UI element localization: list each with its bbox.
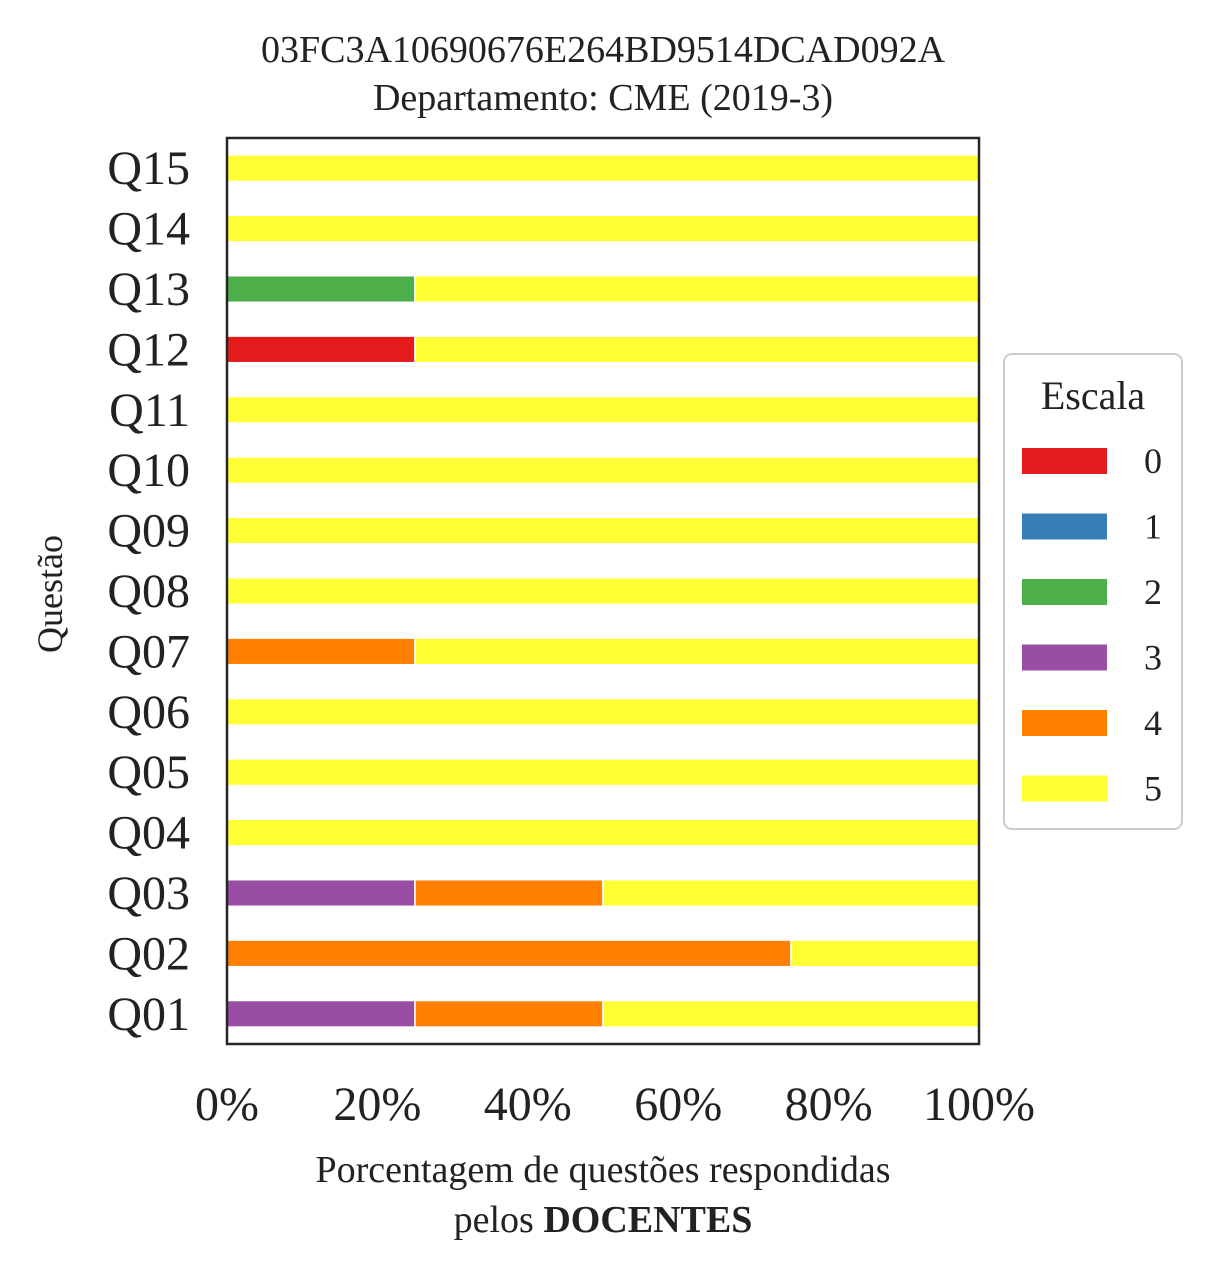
legend-label-2: 2 bbox=[1144, 572, 1162, 612]
legend-label-3: 3 bbox=[1144, 638, 1162, 678]
bar-q02-scale-4 bbox=[226, 939, 792, 968]
x-axis-label-bold: DOCENTES bbox=[543, 1199, 752, 1241]
y-tick-label-q12: Q12 bbox=[107, 323, 190, 376]
y-tick-label-q03: Q03 bbox=[107, 867, 190, 920]
legend-swatch-2 bbox=[1022, 579, 1107, 605]
y-tick-label-q14: Q14 bbox=[107, 203, 190, 256]
bar-q05-scale-5 bbox=[226, 758, 980, 787]
x-axis-label-prefix: pelos bbox=[454, 1199, 544, 1241]
legend-title: Escala bbox=[1041, 373, 1146, 418]
y-tick-label-q07: Q07 bbox=[107, 625, 190, 678]
y-tick-label-q13: Q13 bbox=[107, 263, 190, 316]
bar-q03-scale-4 bbox=[414, 878, 604, 908]
bar-q12-scale-5 bbox=[414, 335, 980, 364]
bar-q09-scale-5 bbox=[226, 516, 980, 545]
y-tick-label-q02: Q02 bbox=[107, 927, 190, 980]
bar-q03-scale-5 bbox=[602, 878, 980, 908]
legend-label-5: 5 bbox=[1144, 769, 1162, 809]
legend-items: 0 1 2 3 4 5 bbox=[1022, 441, 1162, 809]
bar-q01-scale-5 bbox=[602, 999, 980, 1028]
bar-q11-scale-5 bbox=[226, 395, 980, 424]
y-tick-label-q15: Q15 bbox=[107, 142, 190, 195]
chart-title: 03FC3A10690676E264BD9514DCAD092A bbox=[261, 29, 946, 71]
bar-q02-scale-5 bbox=[790, 939, 980, 968]
bar-q13-scale-2 bbox=[226, 274, 416, 304]
legend-label-4: 4 bbox=[1144, 703, 1162, 743]
y-tick-label-q05: Q05 bbox=[107, 746, 190, 799]
y-tick-label-q10: Q10 bbox=[107, 444, 190, 497]
x-tick-label-40: 40% bbox=[484, 1078, 572, 1131]
bar-q15-scale-5 bbox=[226, 154, 980, 183]
y-tick-label-q04: Q04 bbox=[107, 807, 190, 860]
x-axis-label: Porcentagem de questões respondidas bbox=[315, 1149, 890, 1191]
plot-frame bbox=[225, 136, 981, 1046]
y-tick-label-q06: Q06 bbox=[107, 686, 190, 739]
legend-swatch-0 bbox=[1022, 448, 1107, 474]
x-tick-labels: 0% 20% 40% 60% 80% 100% bbox=[195, 1078, 1035, 1131]
bar-q01-scale-4 bbox=[414, 999, 604, 1028]
x-tick-label-80: 80% bbox=[785, 1078, 873, 1131]
chart-subtitle: Departamento: CME (2019-3) bbox=[373, 77, 833, 119]
bar-q06-scale-5 bbox=[226, 697, 980, 726]
bar-q07-scale-4 bbox=[226, 637, 416, 666]
bar-q01-scale-3 bbox=[226, 999, 416, 1028]
x-axis-label-line2: pelos DOCENTES bbox=[454, 1199, 753, 1241]
y-tick-label-q08: Q08 bbox=[107, 565, 190, 618]
x-tick-label-60: 60% bbox=[634, 1078, 722, 1131]
legend-label-0: 0 bbox=[1144, 441, 1162, 481]
bar-q03-scale-3 bbox=[226, 878, 416, 908]
legend-label-1: 1 bbox=[1144, 507, 1162, 547]
y-axis-label: Questão bbox=[30, 535, 70, 653]
bar-q10-scale-5 bbox=[226, 456, 980, 485]
y-tick-label-q09: Q09 bbox=[107, 505, 190, 558]
bar-q08-scale-5 bbox=[226, 576, 980, 606]
bar-q07-scale-5 bbox=[414, 637, 980, 666]
x-tick-label-0: 0% bbox=[195, 1078, 259, 1131]
bars-group bbox=[226, 154, 980, 1028]
legend: Escala 0 1 2 3 4 5 bbox=[1003, 353, 1183, 830]
bar-q04-scale-5 bbox=[226, 818, 980, 847]
bar-q12-scale-0 bbox=[226, 335, 416, 364]
legend-swatch-4 bbox=[1022, 710, 1107, 736]
y-tick-labels: Q01 Q02 Q03 Q04 Q05 Q06 Q07 Q08 Q09 Q10 Q11 Q12 Q13 Q… bbox=[107, 142, 190, 1041]
y-tick-label-q01: Q01 bbox=[107, 988, 190, 1041]
bar-q14-scale-5 bbox=[226, 214, 980, 243]
legend-swatch-3 bbox=[1022, 644, 1107, 671]
y-tick-label-q11: Q11 bbox=[109, 384, 190, 437]
x-tick-label-100: 100% bbox=[923, 1078, 1035, 1131]
legend-swatch-1 bbox=[1022, 513, 1107, 540]
bar-q13-scale-5 bbox=[414, 274, 980, 304]
x-tick-label-20: 20% bbox=[333, 1078, 421, 1131]
legend-swatch-5 bbox=[1022, 775, 1107, 802]
